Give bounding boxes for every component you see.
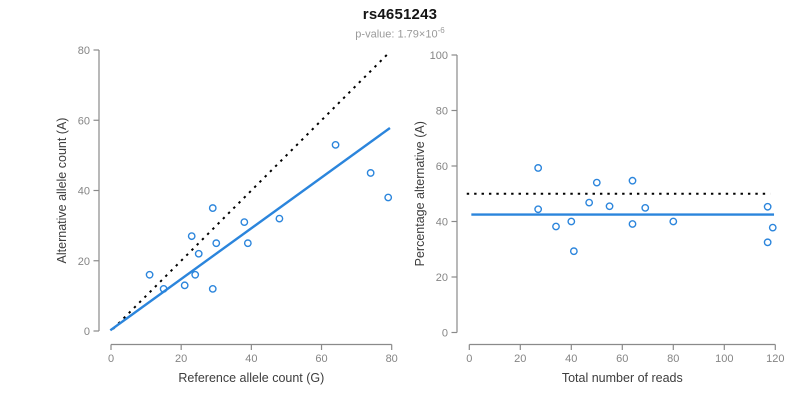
data-point: [763, 238, 772, 247]
x-tick-label: 40: [565, 353, 577, 365]
y-tick-label: 80: [78, 45, 90, 57]
data-point: [240, 218, 249, 227]
x-tick-label: 20: [514, 353, 526, 365]
y-tick-label: 60: [78, 115, 90, 127]
allele-count-scatter-xlabel: Reference allele count (G): [178, 371, 324, 385]
y-tick-label: 40: [436, 217, 448, 229]
y-tick-label: 0: [84, 326, 90, 338]
data-point: [628, 176, 637, 185]
data-point: [592, 178, 601, 187]
data-point: [159, 284, 168, 293]
data-point: [275, 214, 284, 223]
data-point: [145, 270, 154, 279]
data-point: [641, 204, 650, 212]
data-point: [669, 217, 678, 226]
percentage-scatter-xlabel: Total number of reads: [562, 371, 683, 385]
data-point: [366, 169, 375, 177]
x-tick-label: 60: [616, 353, 628, 365]
figure-title: rs4651243: [362, 6, 438, 23]
data-point: [768, 223, 777, 232]
y-tick-label: 60: [436, 161, 448, 173]
data-point: [191, 270, 200, 279]
data-point: [763, 202, 772, 211]
data-point: [534, 164, 543, 172]
percentage-scatter-ylabel: Percentage alternative (A): [413, 121, 427, 266]
y-tick-label: 40: [78, 186, 90, 198]
data-point: [180, 281, 189, 290]
data-point: [605, 202, 614, 211]
identity-line: [112, 53, 389, 330]
y-tick-label: 0: [442, 328, 448, 340]
x-tick-label: 0: [466, 353, 472, 365]
data-point: [187, 232, 196, 241]
data-point: [208, 204, 217, 212]
data-point: [628, 220, 637, 228]
y-tick-label: 100: [430, 50, 448, 62]
y-tick-label: 20: [78, 256, 90, 268]
figure-header: rs4651243 p-value: 1.79×10-6: [0, 0, 800, 41]
y-tick-label: 20: [436, 272, 448, 284]
y-tick-label: 80: [436, 106, 448, 118]
pvalue-subtitle: p-value: 1.79×10-6: [0, 26, 800, 41]
data-point: [585, 198, 594, 207]
data-point: [331, 140, 340, 149]
x-tick-label: 120: [766, 353, 784, 365]
x-tick-label: 100: [715, 353, 733, 365]
x-tick-label: 20: [175, 353, 187, 365]
x-tick-label: 0: [108, 353, 114, 365]
pvalue-text: p-value: 1.79×10: [355, 28, 438, 41]
x-tick-label: 80: [667, 353, 679, 365]
data-point: [384, 193, 393, 202]
allele-count-scatter-ylabel: Alternative allele count (A): [55, 118, 69, 264]
pvalue-exponent: -6: [437, 26, 445, 35]
x-tick-label: 40: [245, 353, 257, 365]
data-point: [208, 284, 217, 293]
data-point: [552, 222, 560, 231]
data-point: [212, 239, 221, 248]
data-point: [567, 217, 576, 226]
x-tick-label: 60: [315, 353, 327, 365]
data-point: [243, 239, 252, 248]
data-point: [569, 247, 578, 256]
data-point: [194, 249, 203, 258]
regression-line: [109, 127, 391, 332]
x-tick-label: 80: [386, 353, 398, 365]
data-point: [534, 205, 543, 214]
